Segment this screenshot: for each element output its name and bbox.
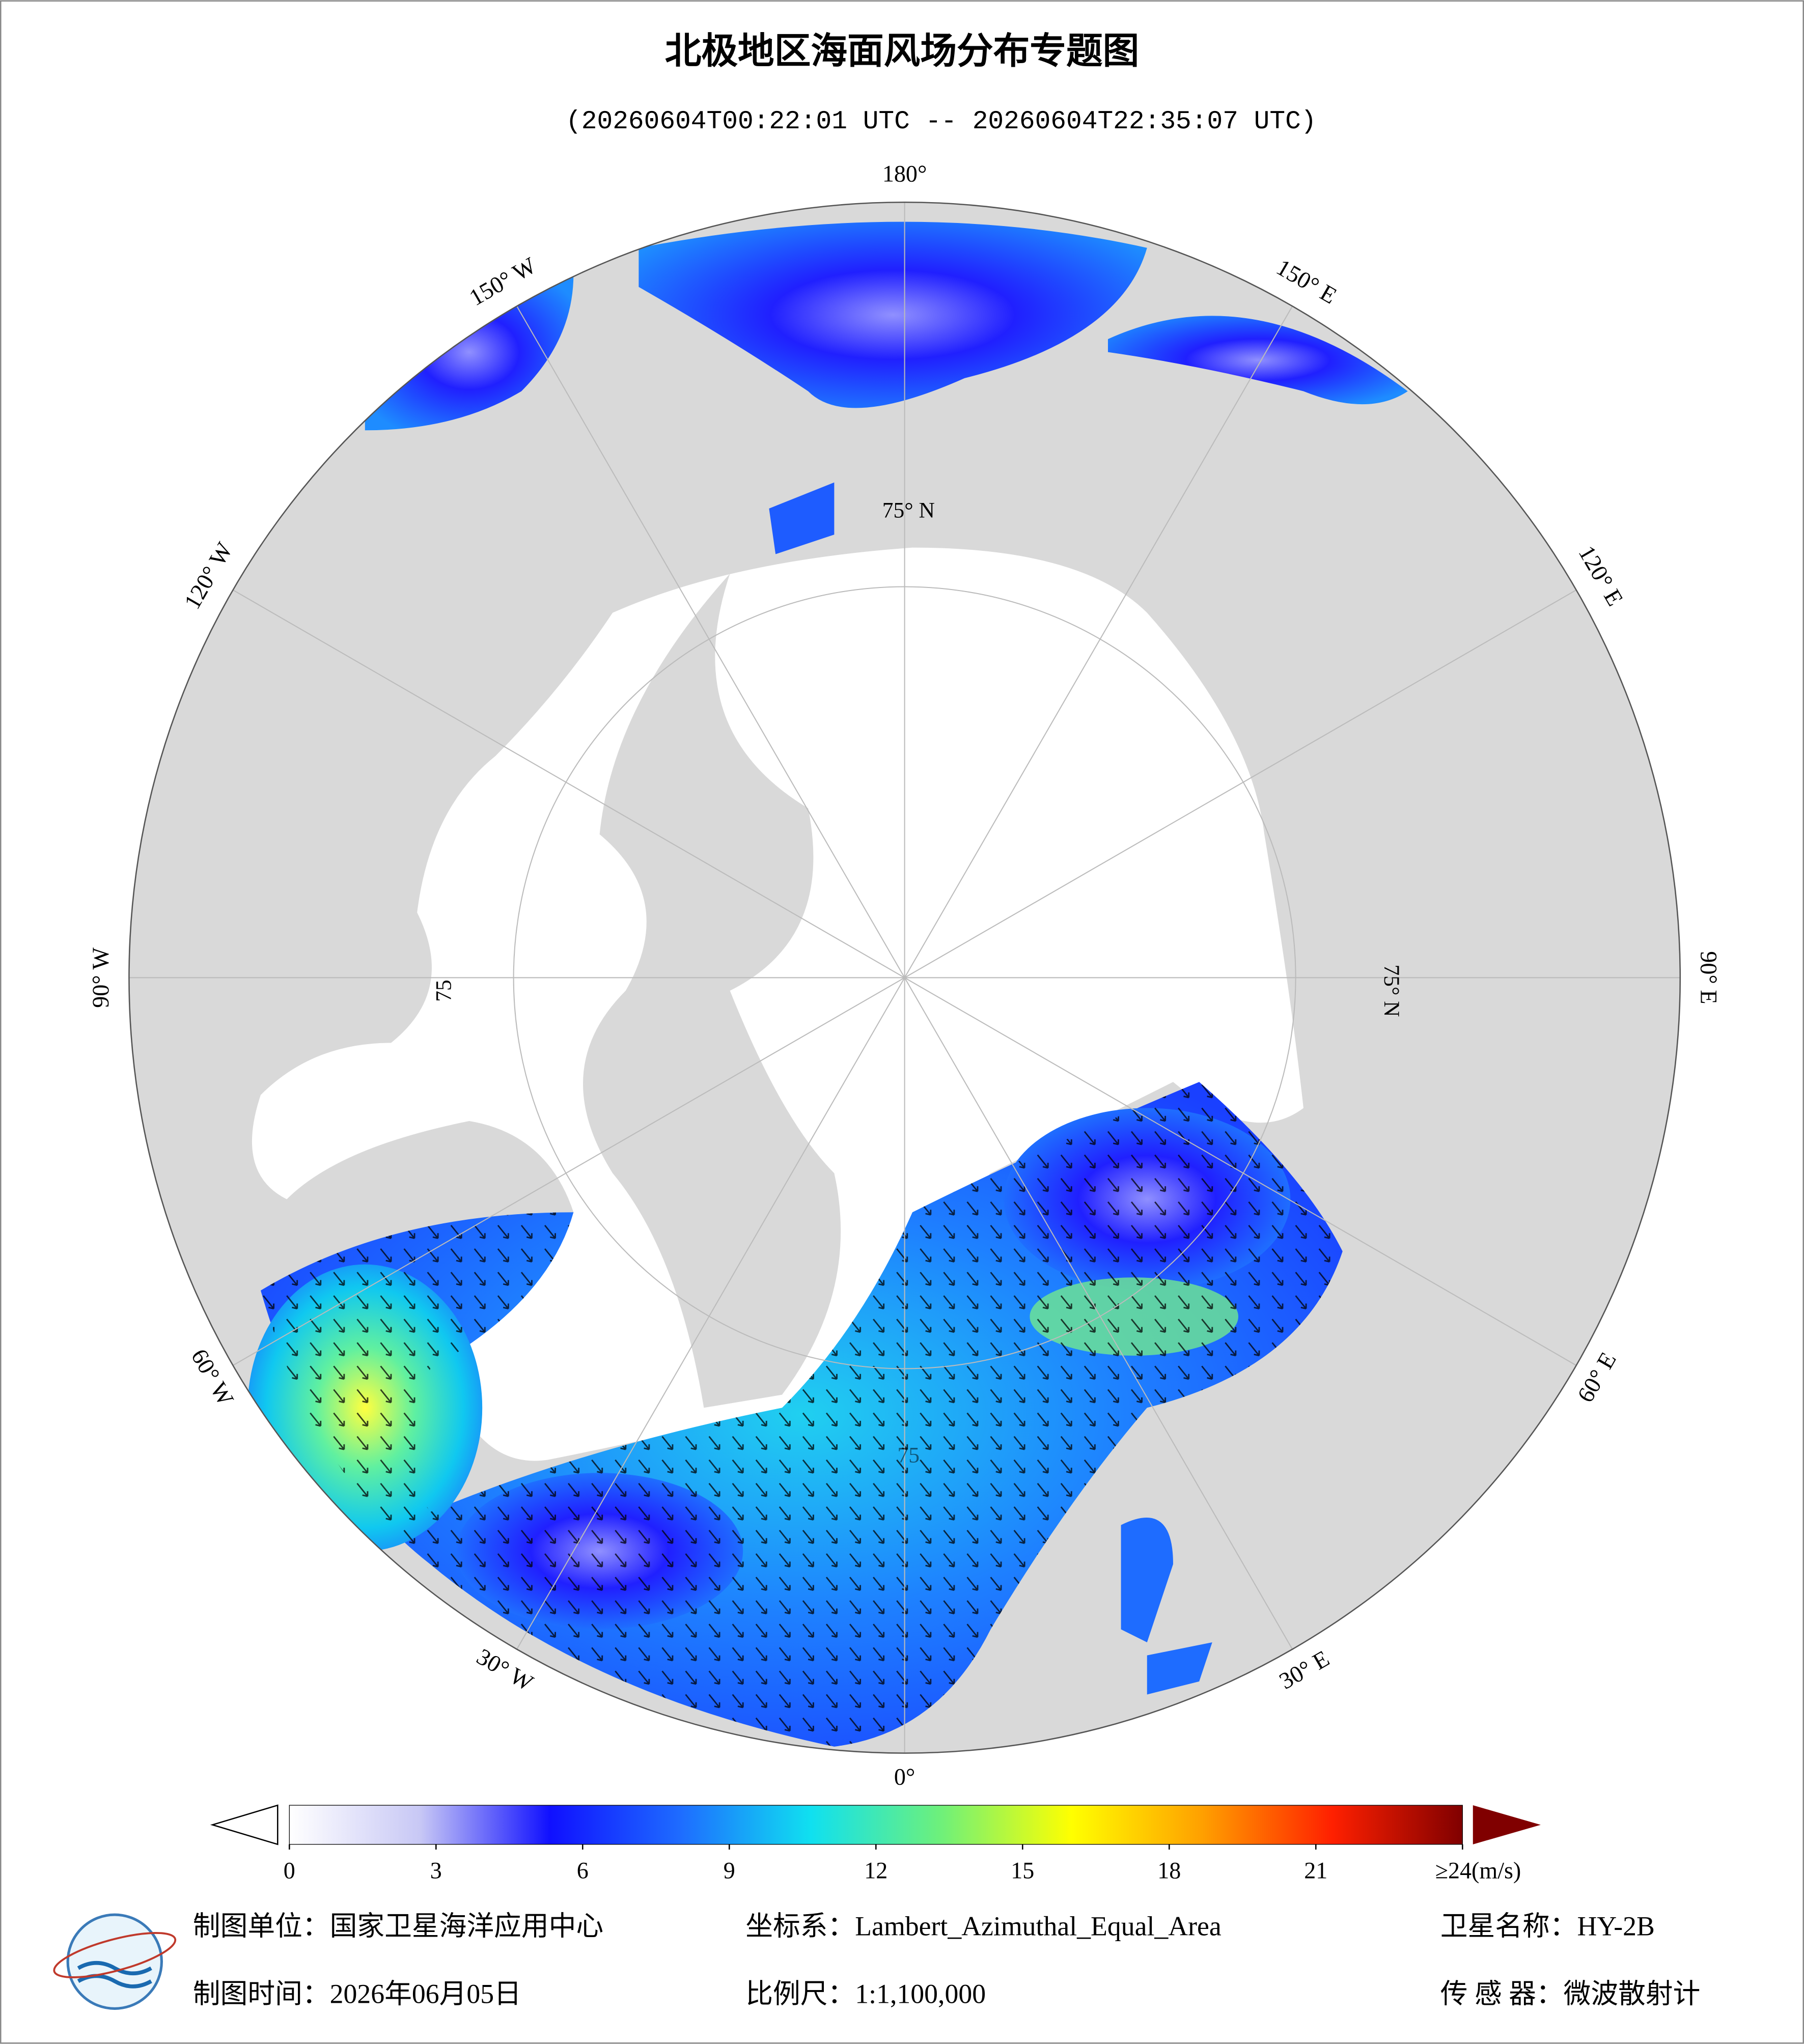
footer-item: 传 感 器：微波散射计 [1440,1979,1701,2009]
wind-field-baltic [1121,1518,1212,1695]
wind-field-okhotsk [1107,316,1408,405]
meridian [232,589,905,978]
colorbar-over [1473,1805,1541,1844]
meridian [904,977,1577,1366]
ice-ocean [252,547,1303,1461]
meridian [904,305,1293,978]
colorbar-tick-label: 3 [430,1858,442,1884]
meridian [904,977,1293,1650]
latitude-label: 75° N [1379,964,1404,1017]
colorbar-tick-label: 6 [577,1858,589,1884]
colorbar [289,1805,1463,1845]
footer-item: 卫星名称：HY-2B [1440,1911,1655,1942]
subtitle: (20260604T00:22:01 UTC -- 20260604T22:35… [566,107,1316,136]
colorbar-under [210,1804,279,1845]
meridian [516,977,905,1650]
wind-field-bering [639,221,1147,408]
colorbar-tick-label: 0 [284,1858,295,1884]
colorbar-tick-label: 21 [1304,1858,1327,1884]
colorbar-tick-label: 18 [1157,1858,1181,1884]
map-border [128,201,1681,1754]
graticule [129,202,1680,1753]
footer-item: 制图单位：国家卫星海洋应用中心 [193,1911,603,1942]
footer-item: 制图时间：2026年06月05日 [193,1979,521,2009]
latitude-label: 75 [898,1443,920,1468]
wind-field-chukchi [769,482,835,554]
footer-item: 坐标系：Lambert_Azimuthal_Equal_Area [745,1911,1222,1942]
longitude-label: 90° E [1696,951,1722,1004]
colorbar-tick-label: 15 [1011,1858,1034,1884]
longitude-label: 180° [882,161,927,187]
colorbar-tick-label: 12 [864,1858,887,1884]
wind-arrows [260,1082,1343,1747]
meridian [904,589,1577,978]
title: 北极地区海面风场分布专题图 [665,31,1140,71]
colorbar-tick-label: 9 [724,1858,735,1884]
footer-item: 比例尺：1:1,100,000 [745,1979,986,2009]
logo [53,1913,177,2010]
latitude-label: 75° N [882,498,935,523]
meridian [516,305,905,978]
colorbar-tick-label: ≥24(m/s) [1435,1858,1521,1884]
longitude-label: 90° W [88,947,114,1008]
meridian [232,977,905,1366]
latitude-label: 75 [431,979,456,1002]
longitude-label: 0° [894,1763,915,1789]
